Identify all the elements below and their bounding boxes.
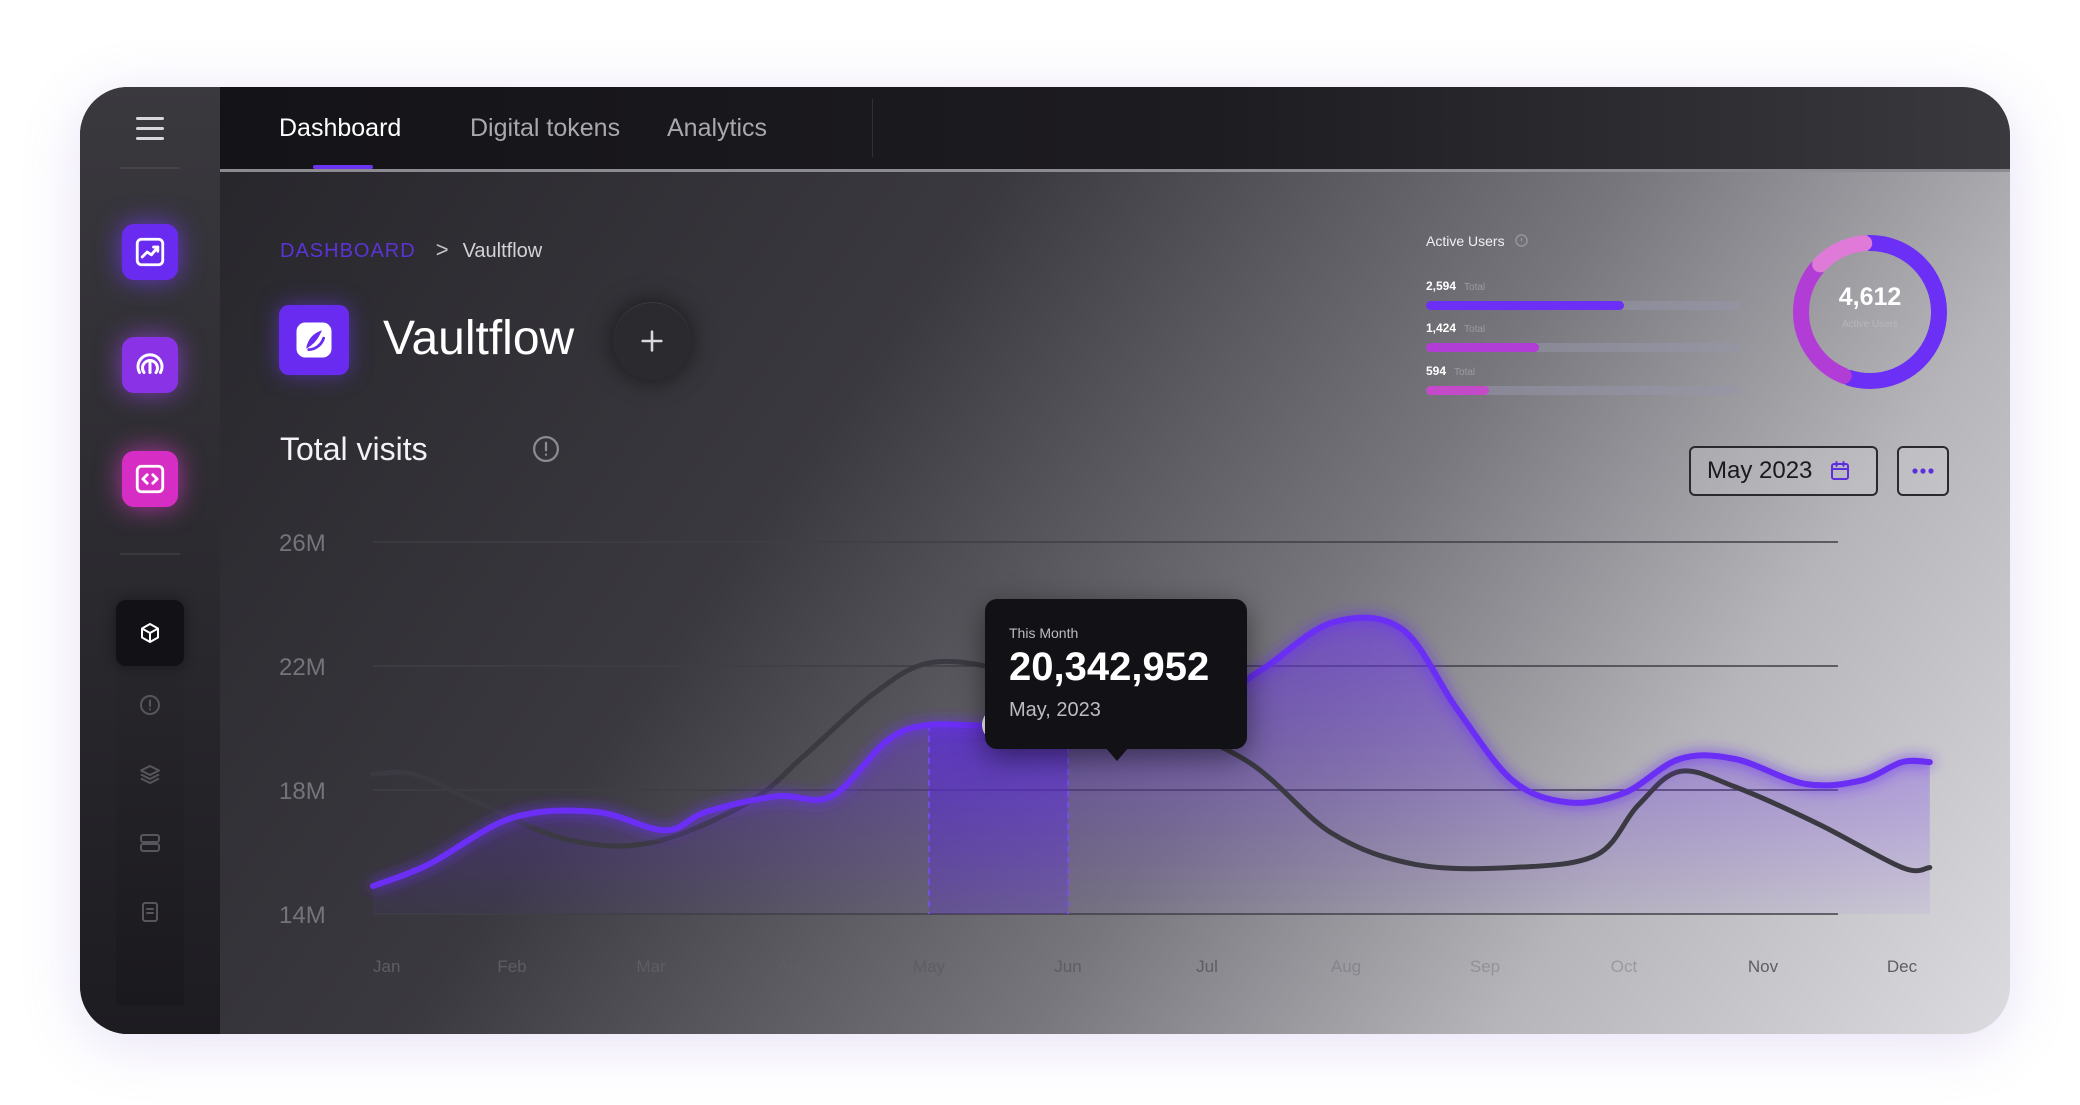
- active-users-row: 594 Total: [1426, 362, 1740, 395]
- date-picker[interactable]: May 2023: [1689, 446, 1878, 496]
- highlight-band: [929, 709, 1068, 914]
- x-tick-label: Jun: [1054, 957, 1081, 976]
- active-users-bar-fill: [1426, 343, 1540, 352]
- app-window: Dashboard Digital tokens Analytics DASHB…: [80, 87, 2010, 1034]
- tool-rail: [116, 600, 184, 1005]
- active-users-sub: Total: [1454, 367, 1476, 378]
- code-brackets-icon: [135, 464, 165, 494]
- active-users-row: 2,594 Total: [1426, 277, 1740, 310]
- active-users-value: 2,594: [1426, 279, 1457, 293]
- sidebar: [80, 87, 220, 1034]
- active-users-bar: [1426, 386, 1740, 395]
- x-tick-label: Feb: [497, 957, 526, 976]
- tab-digital-tokens[interactable]: Digital tokens: [470, 114, 621, 142]
- topbar-divider: [872, 99, 873, 157]
- sidebar-app-analytics[interactable]: [122, 224, 178, 280]
- tooltip-value: 20,342,952: [1009, 645, 1210, 689]
- cube-icon: [141, 623, 159, 643]
- donut-sub: Active Users: [1841, 319, 1899, 330]
- y-tick-label: 26M: [279, 530, 326, 557]
- x-tick-label: Oct: [1611, 957, 1638, 976]
- active-users-row: 1,424 Total: [1426, 319, 1740, 352]
- area-fill: [373, 617, 1930, 914]
- tooltip-label: This Month: [1009, 625, 1079, 641]
- active-users-value: 1,424: [1426, 321, 1457, 335]
- section-title: Total visits: [280, 431, 428, 467]
- tool-alerts[interactable]: [116, 685, 184, 725]
- donut-segment: [1793, 235, 1947, 389]
- project-logo-icon: [296, 322, 332, 358]
- active-users-bar: [1426, 343, 1740, 352]
- document-icon: [142, 902, 158, 922]
- total-visits-chart: 26M 22M 18M 14M Jan Feb Mar Apr May Jun Jul Aug Sep O…: [279, 530, 1933, 976]
- chart-tooltip: This Month 20,342,952 May, 2023: [985, 599, 1247, 761]
- x-tick-label: Sep: [1470, 957, 1500, 976]
- active-users-bar-fill: [1426, 386, 1489, 395]
- tool-servers[interactable]: [116, 823, 184, 863]
- alert-circle-icon: [140, 695, 160, 715]
- plus-icon: [641, 330, 663, 352]
- info-icon[interactable]: [531, 434, 561, 464]
- server-icon: [140, 834, 160, 852]
- breadcrumb-separator: >: [435, 237, 449, 262]
- active-users-sub: Total: [1464, 324, 1486, 335]
- active-users-title: Active Users: [1426, 233, 1529, 249]
- sidebar-app-security[interactable]: [122, 337, 178, 393]
- fingerprint-icon: [136, 353, 164, 374]
- info-icon[interactable]: [1514, 233, 1529, 248]
- calendar-icon: [1831, 461, 1850, 480]
- layers-icon: [140, 765, 160, 784]
- tool-documents[interactable]: [116, 892, 184, 932]
- active-users-bar-fill: [1426, 301, 1624, 310]
- y-tick-label: 18M: [279, 778, 326, 805]
- x-tick-label: Apr: [777, 957, 804, 976]
- date-picker-value: May 2023: [1707, 457, 1813, 484]
- tab-analytics[interactable]: Analytics: [667, 114, 768, 142]
- x-tick-label: Jul: [1196, 957, 1218, 976]
- top-navigation: Dashboard Digital tokens Analytics: [220, 87, 2010, 172]
- active-users-bar: [1426, 301, 1740, 310]
- active-tab-indicator: [313, 165, 373, 169]
- trend-chart-icon: [135, 237, 165, 267]
- x-tick-label: Aug: [1331, 957, 1361, 976]
- x-tick-label: Nov: [1748, 957, 1779, 976]
- active-users-value: 594: [1426, 364, 1447, 378]
- more-options-button[interactable]: [1897, 446, 1949, 496]
- breadcrumb: DASHBOARD > Vaultflow: [280, 237, 542, 263]
- breadcrumb-root-link[interactable]: DASHBOARD: [280, 240, 416, 262]
- tooltip-date: May, 2023: [1009, 699, 1101, 721]
- sidebar-divider: [120, 167, 180, 169]
- tool-layers[interactable]: [116, 754, 184, 794]
- sidebar-app-developer[interactable]: [122, 451, 178, 507]
- hamburger-menu-icon[interactable]: [134, 113, 166, 145]
- project-logo: [279, 305, 349, 375]
- more-dots-icon: [1912, 468, 1934, 474]
- breadcrumb-current: Vaultflow: [462, 240, 543, 262]
- x-tick-label: May: [913, 957, 946, 976]
- x-tick-label: Jan: [373, 957, 400, 976]
- donut-chart: [1793, 235, 1947, 389]
- donut-value: 4,612: [1838, 283, 1902, 311]
- main-content: Dashboard Digital tokens Analytics DASHB…: [220, 87, 2010, 1034]
- sidebar-divider: [120, 553, 180, 555]
- donut-segment: [1793, 235, 1947, 389]
- y-tick-label: 22M: [279, 654, 326, 681]
- tab-dashboard[interactable]: Dashboard: [279, 114, 402, 142]
- y-tick-label: 14M: [279, 902, 326, 929]
- active-users-sub: Total: [1464, 282, 1486, 293]
- add-button[interactable]: [613, 302, 691, 380]
- page-title: Vaultflow: [383, 312, 575, 365]
- x-tick-label: Dec: [1887, 957, 1918, 976]
- tooltip-arrow: [1105, 747, 1129, 761]
- x-tick-label: Mar: [636, 957, 666, 976]
- tool-cube[interactable]: [116, 600, 184, 666]
- active-users-donut: 4,612 Active Users: [1785, 227, 1955, 397]
